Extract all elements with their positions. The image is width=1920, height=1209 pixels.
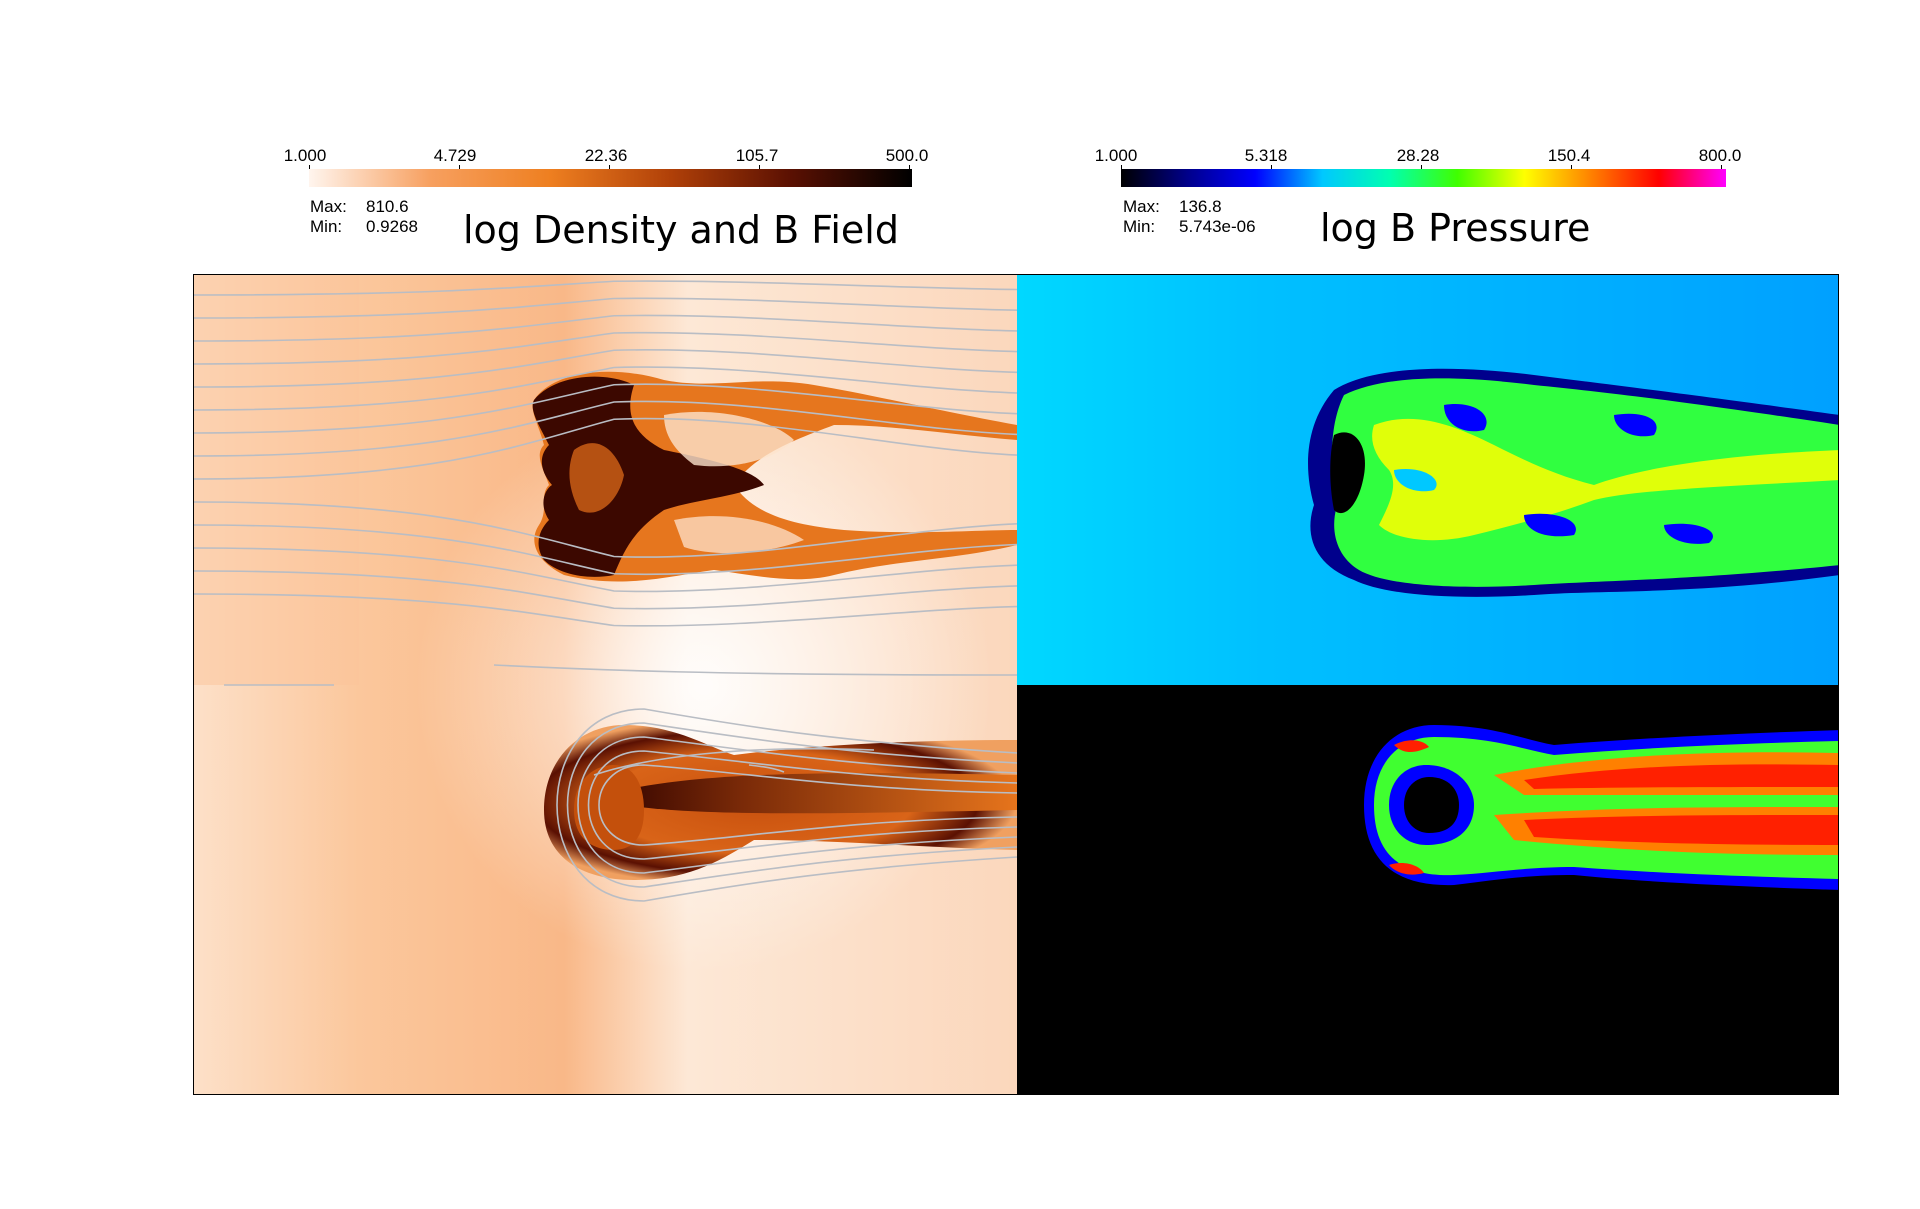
field-line xyxy=(593,747,875,776)
pressure-tick-label: 800.0 xyxy=(1698,146,1742,165)
field-line xyxy=(194,570,1018,610)
density-upper-cloud xyxy=(532,371,1017,582)
field-line xyxy=(194,524,1018,576)
field-line xyxy=(194,417,1018,480)
field-line xyxy=(748,764,785,773)
density-tick-label: 22.36 xyxy=(584,146,628,165)
field-line xyxy=(587,750,1018,860)
field-line xyxy=(566,722,1018,888)
density-lower-cloud xyxy=(544,725,1017,880)
field-line xyxy=(598,764,1018,846)
density-stats: Max: 810.6 Min: 0.9268 xyxy=(310,197,418,237)
pressure-tick-label: 1.000 xyxy=(1094,146,1138,165)
field-line xyxy=(194,383,1018,434)
pressure-tick-label: 150.4 xyxy=(1547,146,1591,165)
field-line xyxy=(194,280,1018,296)
pressure-tick-mark xyxy=(1421,165,1422,170)
density-tick-mark xyxy=(759,165,760,170)
field-line xyxy=(194,400,1018,457)
density-tick-label: 500.0 xyxy=(885,146,929,165)
density-tick-mark xyxy=(309,165,310,170)
field-line xyxy=(194,314,1018,342)
density-view xyxy=(194,275,1018,1094)
field-line xyxy=(194,593,1018,627)
density-tick-mark xyxy=(459,165,460,170)
pressure-min-label: Min: xyxy=(1123,217,1156,236)
density-tick-label: 105.7 xyxy=(735,146,779,165)
field-line xyxy=(577,736,1018,874)
density-tick-label: 4.729 xyxy=(433,146,477,165)
density-tick-mark xyxy=(909,165,910,170)
density-title: log Density and B Field xyxy=(463,208,899,252)
field-line xyxy=(493,664,1018,676)
field-line xyxy=(194,331,1018,365)
density-max-value: 810.6 xyxy=(366,197,409,216)
density-tick-mark xyxy=(609,165,610,170)
density-min-value: 0.9268 xyxy=(366,217,418,236)
pressure-tick-label: 28.28 xyxy=(1396,146,1440,165)
density-tick-label: 1.000 xyxy=(283,146,327,165)
magnetic-field-lines xyxy=(194,280,1018,902)
density-min-label: Min: xyxy=(310,217,343,236)
pressure-max-value: 136.8 xyxy=(1179,197,1222,216)
pressure-tick-mark xyxy=(1271,165,1272,170)
pressure-min-value: 5.743e-06 xyxy=(1179,217,1256,236)
field-line xyxy=(194,366,1018,411)
field-line xyxy=(194,501,1018,558)
pressure-tick-label: 5.318 xyxy=(1244,146,1288,165)
density-color-gradient xyxy=(309,169,912,187)
field-line xyxy=(556,708,1018,902)
pressure-tick-mark xyxy=(1721,165,1722,170)
pressure-max-label: Max: xyxy=(1123,197,1160,216)
field-line xyxy=(194,297,1018,319)
pressure-lower-view xyxy=(1017,685,1838,1094)
pressure-stats: Max: 136.8 Min: 5.743e-06 xyxy=(1123,197,1256,237)
pressure-tick-mark xyxy=(1571,165,1572,170)
pressure-upper-view xyxy=(1017,275,1838,685)
pressure-title: log B Pressure xyxy=(1320,206,1591,250)
pressure-tick-mark xyxy=(1121,165,1122,170)
density-max-label: Max: xyxy=(310,197,347,216)
pressure-color-gradient xyxy=(1121,169,1726,187)
field-line xyxy=(194,349,1018,388)
simulation-plot xyxy=(193,274,1839,1095)
field-line xyxy=(194,547,1018,593)
